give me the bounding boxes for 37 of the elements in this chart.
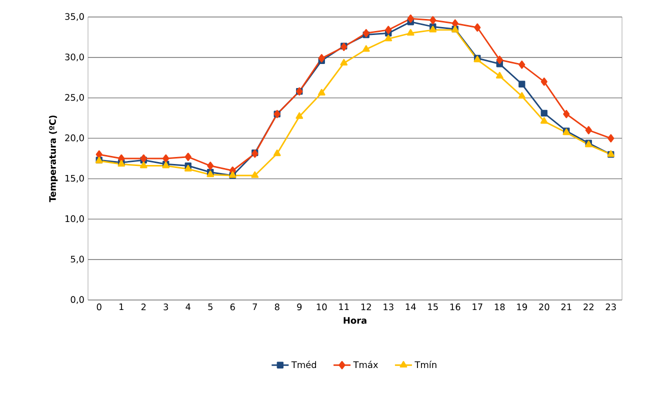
y-tick-label: 15,0 xyxy=(66,174,84,183)
x-tick-label: 6 xyxy=(230,304,235,310)
y-tick-label: 25,0 xyxy=(65,94,84,102)
x-tick-label: 9 xyxy=(297,304,302,310)
x-tick-label: 13 xyxy=(384,304,394,310)
x-tick-label: 17 xyxy=(472,304,482,310)
x-tick-label: 23 xyxy=(606,304,616,310)
y-axis-title: Temperatura (ºC) xyxy=(49,116,58,202)
x-tick-label: 2 xyxy=(141,304,146,310)
x-tick-label: 16 xyxy=(450,304,460,310)
x-tick-label: 12 xyxy=(361,304,371,310)
x-tick-label: 7 xyxy=(252,304,257,310)
legend-label: Tméd xyxy=(291,360,316,368)
x-tick-label: 4 xyxy=(186,304,190,310)
x-tick-label: 10 xyxy=(316,304,327,310)
x-tick-label: 8 xyxy=(274,304,280,310)
x-tick-label: 5 xyxy=(208,304,212,310)
x-axis-title: Hora xyxy=(344,317,366,324)
y-tick-label: 5,0 xyxy=(70,256,84,264)
y-tick-label: 10,0 xyxy=(66,215,84,223)
y-tick-label: 20,0 xyxy=(65,134,84,142)
x-tick-label: 0 xyxy=(96,304,102,310)
x-tick-label: 20 xyxy=(539,304,550,310)
x-tick-label: 14 xyxy=(406,304,416,310)
x-tick-label: 18 xyxy=(494,304,505,310)
y-tick-label: 30,0 xyxy=(65,54,84,62)
x-tick-label: 1 xyxy=(120,304,124,310)
x-tick-label: 21 xyxy=(561,304,572,310)
legend-label: Tmín xyxy=(414,360,436,368)
x-tick-label: 15 xyxy=(428,304,438,310)
y-tick-label: 0,0 xyxy=(70,296,84,304)
x-tick-label: 19 xyxy=(517,304,527,310)
x-tick-label: 11 xyxy=(339,304,349,310)
legend-label: Tmáx xyxy=(353,360,378,368)
x-tick-label: 3 xyxy=(164,304,168,310)
y-tick-label: 35,0 xyxy=(65,13,84,21)
x-tick-label: 22 xyxy=(584,304,594,310)
